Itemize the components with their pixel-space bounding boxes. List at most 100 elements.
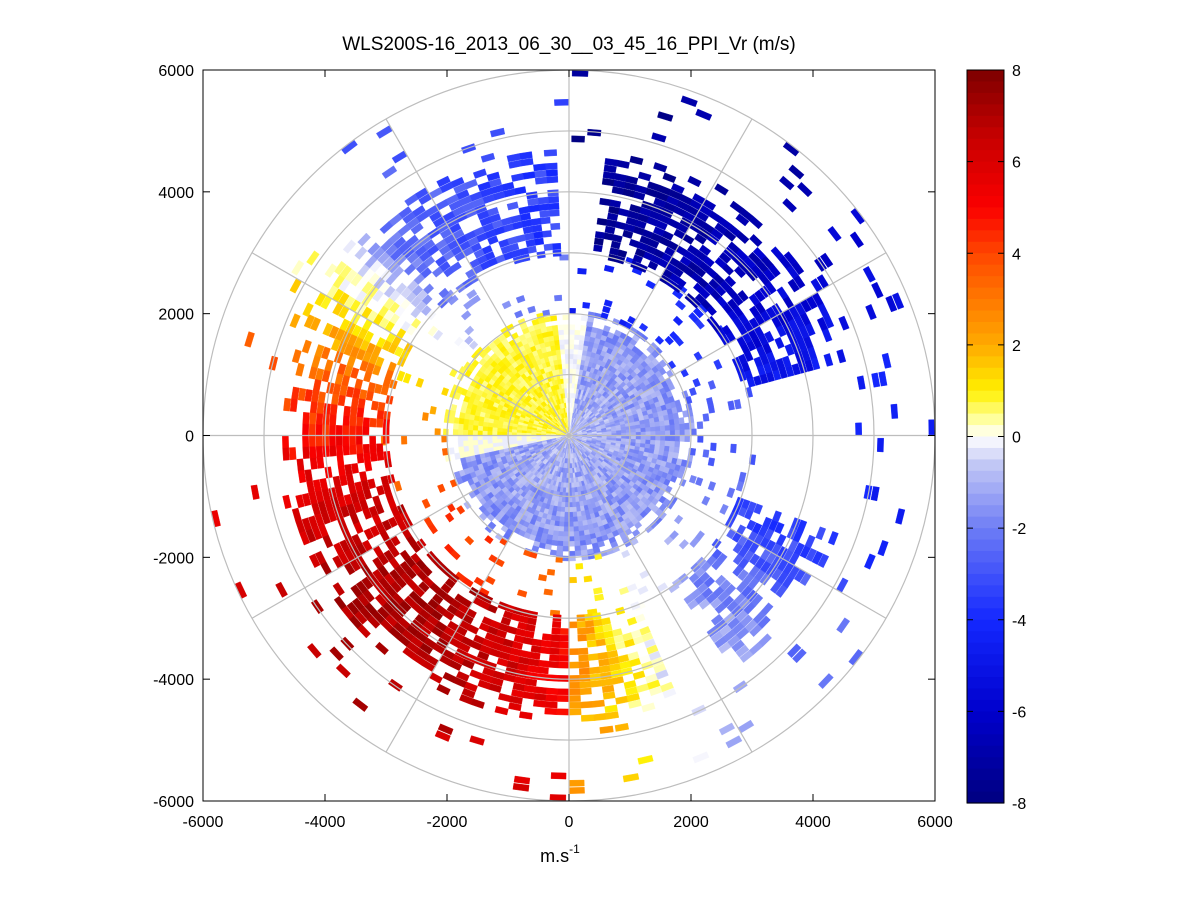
velocity-cell xyxy=(568,787,585,794)
velocity-cell xyxy=(336,455,345,467)
velocity-cell xyxy=(355,435,363,446)
velocity-cell xyxy=(578,654,589,662)
velocity-cell xyxy=(655,435,661,441)
velocity-cell xyxy=(491,427,498,432)
velocity-cell xyxy=(309,446,317,459)
velocity-cell xyxy=(342,415,350,427)
velocity-cell xyxy=(669,429,676,436)
velocity-cell xyxy=(462,429,469,436)
velocity-cell xyxy=(349,416,357,427)
velocity-cell xyxy=(477,425,484,432)
velocity-cell xyxy=(678,417,685,425)
velocity-cell xyxy=(679,429,686,436)
velocity-cell xyxy=(575,363,581,370)
colorbar-segment xyxy=(967,104,1004,117)
velocity-cell xyxy=(329,424,336,436)
colorbar-segment xyxy=(967,528,1004,541)
velocity-cell xyxy=(452,429,459,436)
velocity-cell xyxy=(557,501,563,508)
velocity-cell xyxy=(568,307,576,315)
velocity-cell xyxy=(593,618,603,627)
velocity-cell xyxy=(673,446,680,454)
velocity-cell xyxy=(283,397,292,412)
velocity-cell xyxy=(572,358,578,365)
colorbar-segment xyxy=(967,677,1004,690)
velocity-cell xyxy=(587,653,599,661)
velocity-cell xyxy=(664,424,671,431)
velocity-cell xyxy=(468,445,475,452)
velocity-cell xyxy=(552,535,559,542)
velocity-cell xyxy=(335,435,343,446)
y-tick-label: 0 xyxy=(185,429,194,446)
velocity-cell xyxy=(684,428,691,436)
colorbar-segment xyxy=(967,722,1004,735)
colorbar-segment xyxy=(967,413,1004,426)
colorbar-segment xyxy=(967,757,1004,770)
velocity-cell xyxy=(550,634,561,642)
velocity-cell xyxy=(564,516,570,523)
velocity-cell xyxy=(458,446,465,454)
velocity-cell xyxy=(549,654,560,662)
velocity-cell xyxy=(562,324,570,330)
velocity-cell xyxy=(574,550,582,557)
colorbar-tick-label: 8 xyxy=(1012,63,1021,80)
velocity-cell xyxy=(580,714,595,722)
velocity-cell xyxy=(356,453,365,464)
velocity-cell xyxy=(484,524,494,534)
velocity-cell xyxy=(559,516,565,523)
velocity-cell xyxy=(593,244,603,253)
velocity-cell xyxy=(563,329,570,335)
colorbar-segment xyxy=(967,390,1004,403)
velocity-cell xyxy=(356,416,364,427)
velocity-cell xyxy=(549,315,558,322)
colorbar-segment xyxy=(967,92,1004,105)
velocity-cell xyxy=(568,779,585,787)
velocity-cell xyxy=(560,353,566,360)
colorbar-segment xyxy=(967,768,1004,781)
velocity-cell xyxy=(574,324,581,331)
velocity-cell xyxy=(337,464,346,477)
velocity-cell xyxy=(335,445,344,457)
velocity-cell xyxy=(532,231,544,239)
velocity-cell xyxy=(546,568,556,576)
velocity-cell xyxy=(315,413,324,425)
velocity-cell xyxy=(540,639,552,648)
velocity-cell xyxy=(710,442,717,452)
velocity-cell xyxy=(550,640,561,649)
velocity-cell xyxy=(552,329,559,336)
velocity-cell xyxy=(302,435,310,448)
velocity-cell xyxy=(337,394,346,407)
velocity-cell xyxy=(650,430,656,436)
y-tick-label: 2000 xyxy=(158,307,194,324)
velocity-cell xyxy=(644,443,651,449)
y-tick-label: -4000 xyxy=(153,672,194,689)
velocity-cell xyxy=(563,343,570,350)
x-tick-label: -2000 xyxy=(427,814,468,831)
velocity-cell xyxy=(570,392,574,399)
velocity-cell xyxy=(559,634,570,642)
velocity-cell xyxy=(690,428,697,436)
velocity-cell xyxy=(573,348,579,355)
velocity-cell xyxy=(568,339,575,345)
colorbar-segment xyxy=(967,264,1004,277)
y-tick-label: -6000 xyxy=(153,794,194,811)
colorbar-segment xyxy=(967,608,1004,621)
velocity-cell xyxy=(574,540,581,547)
velocity-cell xyxy=(549,549,558,556)
velocity-cell xyxy=(674,429,681,436)
velocity-cell xyxy=(702,449,710,458)
velocity-cell xyxy=(559,344,565,350)
colorbar-segment xyxy=(967,493,1004,506)
velocity-cell xyxy=(540,216,551,225)
velocity-cell xyxy=(583,575,593,583)
velocity-cell xyxy=(534,237,545,246)
velocity-cell xyxy=(635,442,641,447)
colorbar-tick-label: -6 xyxy=(1012,704,1026,721)
velocity-cell xyxy=(355,425,363,436)
velocity-cell xyxy=(477,420,484,427)
velocity-cell xyxy=(540,646,551,655)
velocity-cell xyxy=(556,708,570,716)
velocity-cell xyxy=(531,318,540,326)
colorbar-segment xyxy=(967,596,1004,609)
velocity-cell xyxy=(554,98,570,106)
